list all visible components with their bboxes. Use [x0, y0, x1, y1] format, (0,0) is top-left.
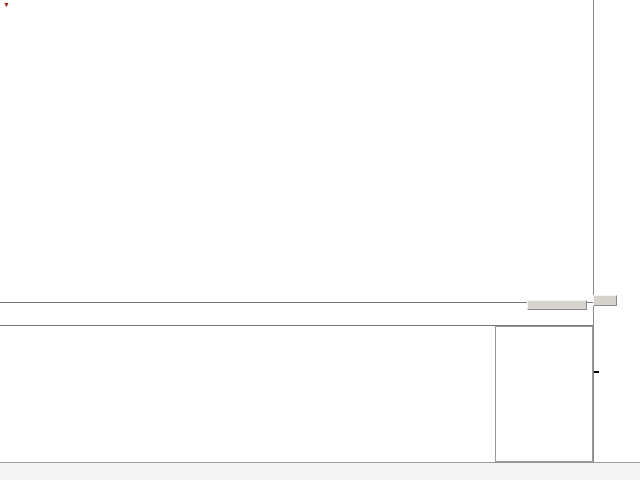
autotrade-button[interactable]: [593, 295, 617, 306]
pane-separator: [0, 325, 594, 326]
price-axis: [593, 0, 640, 480]
pane-separator: [0, 462, 640, 463]
volume-pane: [0, 303, 594, 325]
pane-separator: [0, 302, 594, 303]
history-button[interactable]: [527, 300, 587, 310]
main-chart-pane[interactable]: [0, 0, 594, 302]
chart-marker-icon: ▼: [3, 2, 10, 9]
date-strip: [0, 463, 640, 480]
zero-tick: [594, 371, 599, 373]
axis-separator: [593, 0, 594, 480]
sentiment-panel: [495, 326, 593, 462]
